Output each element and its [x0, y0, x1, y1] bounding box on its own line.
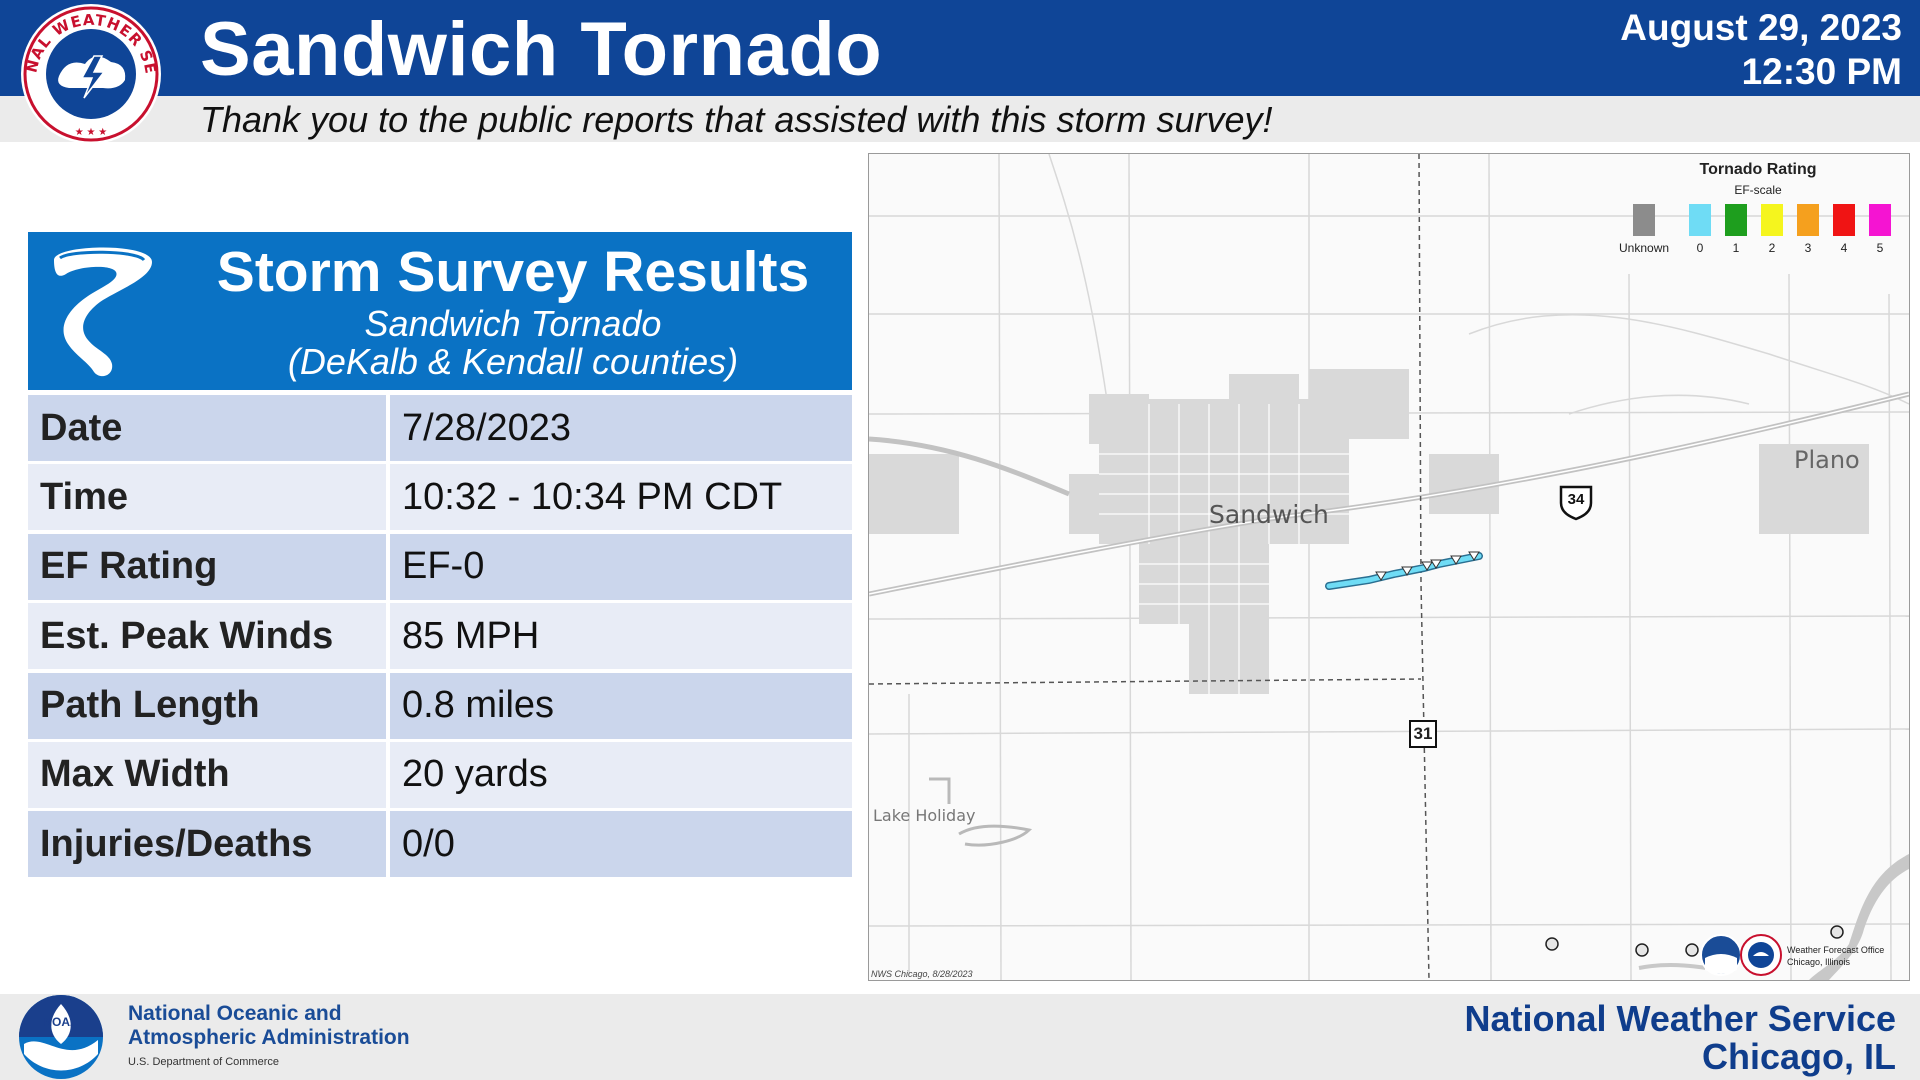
wfo-label: Weather Forecast Office Chicago, Illinoi…	[1787, 944, 1884, 968]
legend-label: 4	[1840, 241, 1848, 255]
legend-item-ef5: 5	[1865, 204, 1895, 255]
legend-label: 0	[1696, 241, 1704, 255]
map-label-sandwich: Sandwich	[1209, 500, 1329, 529]
table-row: Time 10:32 - 10:34 PM CDT	[28, 464, 852, 533]
results-table: Date 7/28/2023 Time 10:32 - 10:34 PM CDT…	[28, 395, 852, 881]
ef-legend: Tornado Rating EF-scale Unknown 0 1 2 3	[1609, 158, 1907, 258]
il-route-shield: 31	[1409, 720, 1437, 748]
legend-swatch	[1725, 204, 1747, 236]
results-subtitle-name: Sandwich Tornado	[364, 303, 662, 344]
table-row: Injuries/Deaths 0/0	[28, 811, 852, 880]
legend-swatch	[1833, 204, 1855, 236]
results-header: Storm Survey Results Sandwich Tornado (D…	[28, 232, 852, 390]
noaa-name-line1: National Oceanic and	[128, 1002, 342, 1025]
nws-logo: NATIONAL WEATHER SERVICE ★ ★ ★	[14, 0, 161, 144]
row-label-path-length: Path Length	[28, 672, 386, 739]
noaa-logo: NOAA	[19, 995, 103, 1079]
row-value-time: 10:32 - 10:34 PM CDT	[390, 464, 852, 531]
row-value-peak-winds: 85 MPH	[390, 603, 852, 670]
table-row: Max Width 20 yards	[28, 741, 852, 811]
table-row: Path Length 0.8 miles	[28, 672, 852, 742]
table-row: EF Rating EF-0	[28, 533, 852, 603]
footer-office-location: Chicago, IL	[1701, 1036, 1896, 1077]
legend-subtitle: EF-scale	[1734, 183, 1782, 197]
noaa-logo-text: NOAA	[43, 1015, 79, 1029]
wfo-badge: Weather Forecast Office Chicago, Illinoi…	[1699, 932, 1909, 978]
map-label-lake-holiday: Lake Holiday	[873, 806, 976, 825]
table-row: Date 7/28/2023	[28, 395, 852, 464]
legend-item-ef3: 3	[1793, 204, 1823, 255]
map-label-plano: Plano	[1794, 446, 1860, 474]
legend-item-unknown: Unknown	[1619, 204, 1669, 255]
results-title: Storm Survey Results	[216, 240, 810, 304]
legend-label: 1	[1732, 241, 1740, 255]
noaa-department: U.S. Department of Commerce	[128, 1056, 279, 1068]
row-label-time: Time	[28, 464, 386, 531]
header-band	[0, 0, 1920, 96]
footer-nws-name: National Weather Service	[1464, 998, 1896, 1039]
row-label-ef-rating: EF Rating	[28, 533, 386, 600]
legend-label: 2	[1768, 241, 1776, 255]
row-label-max-width: Max Width	[28, 741, 386, 808]
wfo-line1: Weather Forecast Office	[1787, 945, 1885, 955]
row-label-peak-winds: Est. Peak Winds	[28, 603, 386, 670]
legend-item-ef1: 1	[1721, 204, 1751, 255]
legend-swatch	[1797, 204, 1819, 236]
page-title: Sandwich Tornado	[200, 7, 883, 92]
header-time: 12:30 PM	[1741, 51, 1902, 92]
legend-swatch	[1689, 204, 1711, 236]
map-background	[869, 154, 1909, 980]
subtitle-band	[0, 96, 1920, 142]
legend-label: 5	[1876, 241, 1884, 255]
legend-label: 3	[1804, 241, 1812, 255]
row-value-max-width: 20 yards	[390, 741, 852, 808]
wfo-line2: Chicago, Illinois	[1787, 957, 1851, 967]
footer-band	[0, 994, 1920, 1080]
legend-item-ef2: 2	[1757, 204, 1787, 255]
tornado-icon	[54, 247, 152, 377]
us-shield-icon	[1559, 485, 1593, 521]
row-label-injuries-deaths: Injuries/Deaths	[28, 811, 386, 878]
row-label-date: Date	[28, 395, 386, 461]
us-route-number: 34	[1567, 491, 1585, 508]
row-value-ef-rating: EF-0	[390, 533, 852, 600]
legend-item-ef0: 0	[1685, 204, 1715, 255]
noaa-nws-mini-logos	[1700, 934, 1782, 976]
table-row: Est. Peak Winds 85 MPH	[28, 603, 852, 672]
legend-swatch	[1761, 204, 1783, 236]
us-route-shield: 34	[1557, 483, 1595, 521]
legend-swatch	[1869, 204, 1891, 236]
results-subtitle-counties: (DeKalb & Kendall counties)	[287, 341, 739, 382]
legend-label: Unknown	[1619, 241, 1670, 255]
row-value-injuries-deaths: 0/0	[390, 811, 852, 878]
legend-title: Tornado Rating	[1699, 161, 1817, 178]
legend-item-ef4: 4	[1829, 204, 1859, 255]
tornado-track-map[interactable]: Sandwich Plano Lake Holiday 34 31 NWS Ch…	[868, 153, 1910, 981]
header-subtitle: Thank you to the public reports that ass…	[200, 99, 1273, 140]
legend-swatch	[1633, 204, 1655, 236]
row-value-date: 7/28/2023	[390, 395, 852, 461]
date-time-block: August 29, 2023 12:30 PM	[1620, 6, 1902, 94]
header-date: August 29, 2023	[1620, 7, 1902, 48]
svg-text:★ ★ ★: ★ ★ ★	[75, 127, 107, 138]
row-value-path-length: 0.8 miles	[390, 672, 852, 739]
map-credit: NWS Chicago, 8/28/2023	[871, 969, 973, 979]
noaa-name-line2: Atmospheric Administration	[128, 1026, 410, 1049]
